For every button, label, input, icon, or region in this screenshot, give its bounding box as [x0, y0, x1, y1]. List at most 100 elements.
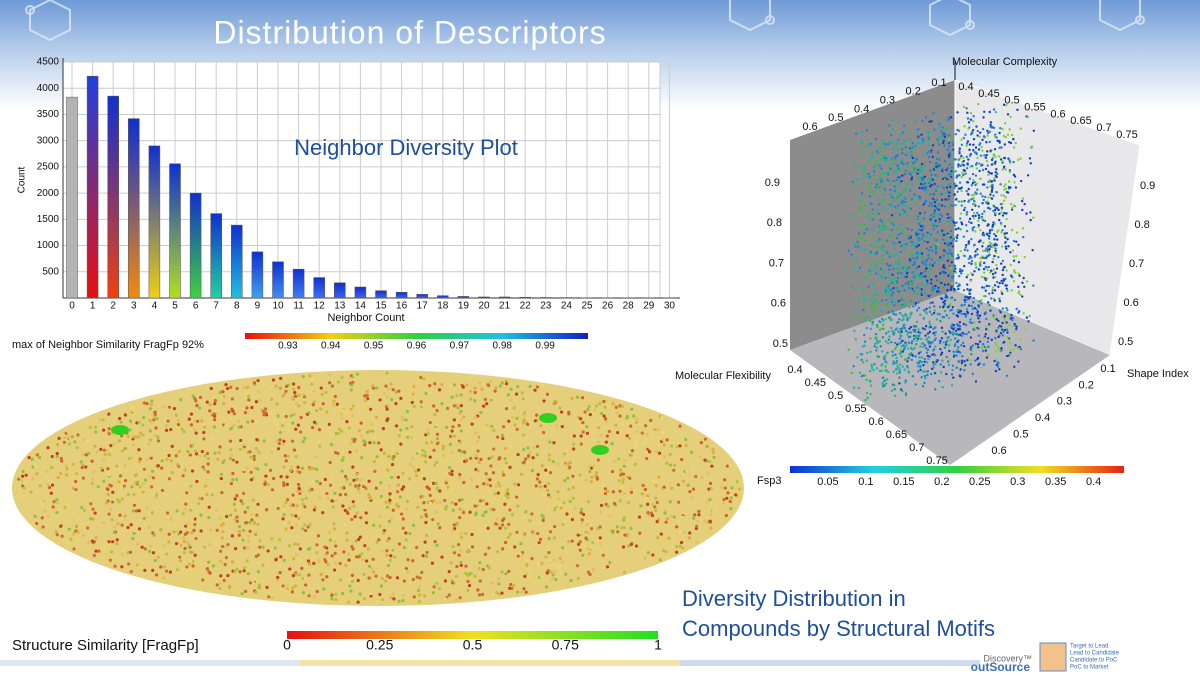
disk-dot: [121, 553, 124, 556]
cloud-dot: [926, 351, 928, 353]
cloud-dot: [994, 317, 996, 319]
disk-dot: [311, 587, 314, 590]
disk-dot: [121, 524, 124, 527]
cloud-dot: [949, 249, 951, 251]
disk-dot: [412, 385, 415, 388]
disk-dot: [241, 592, 244, 595]
disk-dot: [414, 470, 417, 473]
axis-tick-label: 0.6: [991, 445, 1006, 457]
cloud-dot: [989, 208, 991, 210]
cloud-dot: [950, 230, 952, 232]
disk-dot: [233, 503, 236, 506]
disk-dot: [277, 414, 280, 417]
cloud-dot: [871, 209, 873, 211]
cloud-dot: [1015, 255, 1017, 257]
disk-dot: [525, 564, 528, 567]
cloud-dot: [993, 179, 995, 181]
disk-dot: [605, 420, 608, 423]
disk-dot: [667, 537, 670, 540]
cloud-dot: [885, 382, 887, 384]
disk-dot: [255, 447, 258, 450]
cloud-dot: [973, 244, 975, 246]
disk-dot: [399, 397, 402, 400]
disk-dot: [509, 533, 512, 536]
disk-dot: [178, 450, 181, 453]
disk-dot: [396, 576, 399, 579]
disk-dot: [389, 382, 392, 385]
cloud-dot: [929, 263, 931, 265]
cloud-dot: [1031, 146, 1033, 148]
disk-dot: [400, 512, 403, 515]
cloud-dot: [898, 382, 900, 384]
disk-dot: [522, 533, 525, 536]
disk-dot: [238, 530, 241, 533]
disk-dot: [267, 595, 270, 598]
cloud-dot: [1006, 238, 1008, 240]
disk-dot: [202, 437, 205, 440]
cloud-dot: [1004, 242, 1006, 244]
disk-dot: [587, 571, 590, 574]
disk-dot: [149, 407, 152, 410]
disk-dot: [629, 425, 632, 428]
disk-dot: [436, 487, 439, 490]
cloud-dot: [882, 225, 884, 227]
cloud-dot: [1021, 295, 1023, 297]
disk-dot: [51, 483, 54, 486]
cloud-dot: [995, 168, 997, 170]
disk-dot: [35, 472, 38, 475]
cloud-dot: [947, 149, 949, 151]
cloud-dot: [998, 147, 1000, 149]
disk-dot: [616, 411, 619, 414]
cloud-dot: [960, 176, 962, 178]
disk-dot: [375, 562, 378, 565]
cloud-dot: [986, 285, 988, 287]
cloud-dot: [935, 250, 937, 252]
cloud-dot: [878, 231, 880, 233]
disk-dot: [289, 469, 292, 472]
cloud-dot: [860, 205, 862, 207]
cloud-dot: [905, 188, 907, 190]
cloud-dot: [978, 224, 980, 226]
cloud-dot: [935, 245, 937, 247]
cloud-dot: [885, 147, 887, 149]
cloud-dot: [933, 183, 935, 185]
disk-dot: [357, 487, 360, 490]
cloud-dot: [899, 369, 901, 371]
disk-dot: [254, 591, 257, 594]
cloud-dot: [979, 177, 981, 179]
cloud-dot: [858, 237, 860, 239]
disk-dot: [599, 434, 602, 437]
disk-dot: [296, 543, 299, 546]
cloud-dot: [918, 307, 920, 309]
cloud-dot: [976, 189, 978, 191]
disk-dot: [247, 547, 250, 550]
disk-dot: [106, 449, 109, 452]
cloud-dot: [980, 257, 982, 259]
disk-dot: [293, 391, 296, 394]
disk-dot: [364, 501, 367, 504]
axis-tick-label: 0.9: [1140, 180, 1155, 192]
x-tick-label: 16: [396, 301, 408, 312]
cloud-dot: [917, 128, 919, 130]
disk-dot: [312, 390, 315, 393]
disk-dot: [390, 476, 393, 479]
disk-dot: [332, 522, 335, 525]
disk-dot: [587, 547, 590, 550]
bar: [334, 283, 345, 298]
disk-dot: [451, 581, 454, 584]
cloud-dot: [907, 283, 909, 285]
disk-dot: [645, 437, 648, 440]
cloud-dot: [877, 302, 879, 304]
cloud-dot: [888, 235, 890, 237]
disk-dot: [245, 406, 248, 409]
disk-dot: [435, 409, 438, 412]
disk-dot: [329, 484, 332, 487]
cloud-dot: [966, 249, 968, 251]
disk-dot: [108, 427, 111, 430]
disk-dot: [142, 482, 145, 485]
disk-dot: [425, 441, 428, 444]
x-tick-label: 1: [90, 301, 96, 312]
cloud-dot: [940, 232, 942, 234]
disk-dot: [596, 476, 599, 479]
